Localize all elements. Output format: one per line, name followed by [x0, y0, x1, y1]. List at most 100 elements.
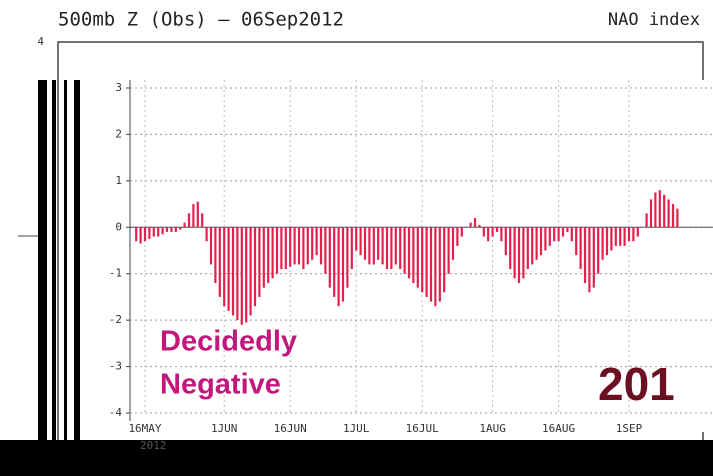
bar [346, 227, 349, 288]
bar [240, 227, 243, 325]
bar [174, 227, 177, 232]
bar [324, 227, 327, 274]
y-tick-label: 2 [115, 127, 122, 140]
bar [390, 227, 393, 270]
bar [223, 227, 226, 307]
x-tick-label: 16MAY [128, 422, 161, 435]
y-tick-label: -2 [109, 313, 122, 326]
left-stripe [74, 80, 80, 440]
bar [469, 222, 472, 228]
bar [654, 192, 657, 228]
x-tick-label: 16AUG [542, 422, 575, 435]
bar [187, 213, 191, 228]
bar [676, 208, 679, 228]
bar [231, 227, 235, 316]
bar [460, 227, 463, 237]
bar [192, 204, 195, 228]
bar [588, 227, 591, 293]
bar [553, 227, 556, 242]
bar [610, 227, 613, 251]
bar [267, 227, 270, 283]
bar [218, 227, 221, 297]
bar [535, 227, 538, 260]
bar [421, 227, 424, 293]
bar [394, 227, 397, 265]
chart-title: 500mb Z (Obs) — 06Sep2012 [58, 9, 344, 31]
bar [407, 227, 411, 279]
bar [663, 194, 666, 228]
bar [205, 227, 208, 242]
bar [487, 227, 490, 242]
bar [139, 227, 142, 244]
bar [311, 227, 314, 260]
bar [548, 227, 551, 246]
bar [135, 227, 138, 242]
bar [245, 227, 248, 323]
bar [447, 227, 450, 274]
bar [566, 227, 569, 232]
bar [425, 227, 428, 297]
bar [385, 227, 389, 270]
bar [355, 227, 358, 251]
bar [526, 227, 529, 270]
bar [601, 227, 604, 260]
bar [170, 227, 173, 232]
annotation: Decidedly [160, 326, 297, 358]
bar [262, 227, 265, 288]
y-tick-label: 3 [115, 81, 122, 94]
bar [368, 227, 371, 265]
bar [363, 227, 367, 260]
bar [570, 227, 573, 242]
bar [632, 227, 635, 242]
bar [381, 227, 384, 265]
x-tick-label: 1SEP [616, 422, 643, 435]
bar [403, 227, 406, 274]
left-stripe [38, 80, 47, 440]
bar [597, 227, 600, 274]
bar [509, 227, 512, 270]
bar [482, 227, 485, 237]
bar [649, 199, 653, 228]
bar [201, 213, 204, 228]
bar [575, 227, 578, 256]
bar [249, 227, 252, 316]
bar [539, 227, 543, 256]
bar [522, 227, 525, 279]
bar [531, 227, 534, 265]
bar [434, 227, 437, 307]
bar [183, 222, 186, 228]
bar [161, 227, 164, 235]
bar [328, 227, 331, 288]
y-tick-label: -4 [109, 406, 123, 419]
bar [623, 227, 626, 246]
bar [179, 227, 182, 230]
bar [513, 227, 516, 279]
year-label: 2012 [140, 439, 167, 452]
y-tick-label: -3 [109, 360, 122, 373]
bar [667, 199, 670, 228]
bar [319, 227, 323, 265]
bar [491, 227, 494, 237]
bar [236, 227, 239, 321]
bar [302, 227, 305, 270]
bar [429, 227, 433, 302]
bar [619, 227, 622, 246]
bar [473, 218, 477, 228]
bar [671, 204, 675, 228]
bar [209, 227, 213, 265]
bar [165, 227, 169, 232]
bar [495, 227, 499, 232]
bar [253, 227, 257, 307]
bar [438, 227, 441, 302]
bar [478, 224, 481, 228]
bar [517, 227, 521, 283]
bar [399, 227, 402, 270]
bar [227, 227, 230, 311]
bar [557, 227, 560, 242]
bar [333, 227, 336, 297]
bar [456, 227, 459, 246]
bar [280, 227, 283, 270]
bar [561, 227, 565, 237]
bar [152, 227, 155, 237]
bar [583, 227, 587, 283]
